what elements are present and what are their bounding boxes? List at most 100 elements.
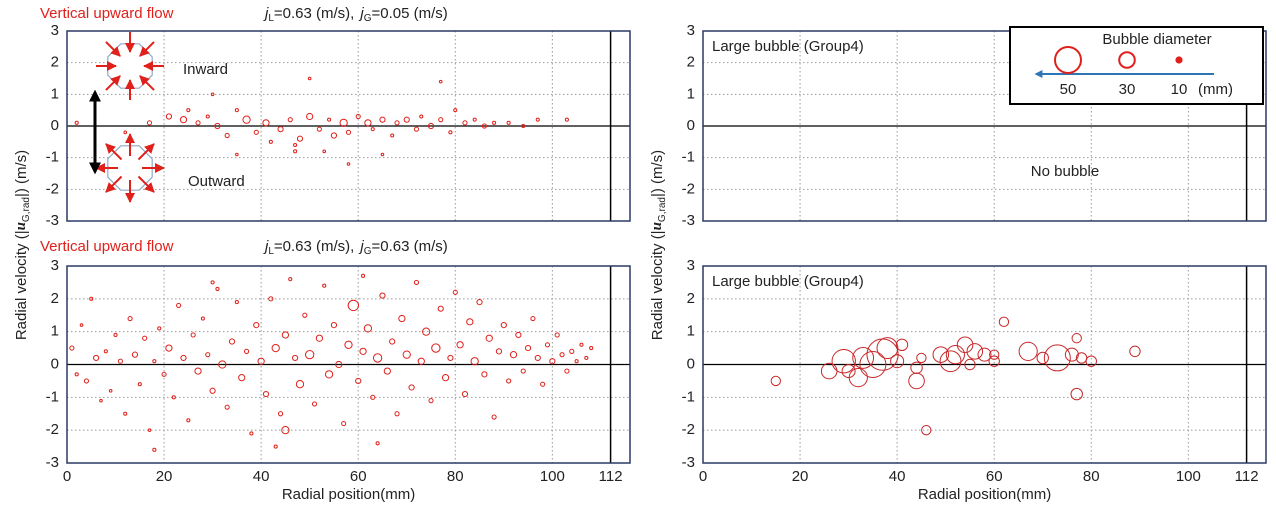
bubble xyxy=(964,358,976,371)
condition-sub: L xyxy=(268,246,274,257)
bubble xyxy=(234,108,239,113)
bubble xyxy=(339,118,348,127)
bubble xyxy=(456,341,464,349)
y-tick-label: -3 xyxy=(682,454,695,471)
bubble xyxy=(559,352,565,358)
y-label-prefix: Radial velocity (| xyxy=(649,230,666,340)
bubble xyxy=(355,113,361,120)
y-label-prefix: Radial velocity (| xyxy=(13,230,30,340)
bubble xyxy=(403,116,410,123)
bubble xyxy=(330,322,338,329)
y-tick-label: -1 xyxy=(682,388,695,405)
y-tick-label: 3 xyxy=(51,22,59,39)
bubble xyxy=(113,332,118,338)
legend-bubble xyxy=(1118,51,1136,69)
legend-unit: (mm) xyxy=(1198,81,1233,98)
y-tick-label: 3 xyxy=(687,257,695,274)
y-tick-label: 0 xyxy=(687,355,695,372)
bubble xyxy=(165,344,173,352)
x-tick-label: 60 xyxy=(986,468,1003,485)
bubble xyxy=(194,367,202,375)
bubble xyxy=(218,360,227,369)
plot-frame xyxy=(66,265,631,464)
bubble xyxy=(848,368,868,388)
bubble xyxy=(564,117,569,122)
bubble xyxy=(394,411,400,417)
bubble xyxy=(224,132,230,139)
bubble xyxy=(346,162,351,166)
y-tick-label: 1 xyxy=(687,323,695,340)
bubble xyxy=(253,322,260,329)
bubble xyxy=(448,130,453,135)
bubble xyxy=(176,302,182,308)
bubble xyxy=(234,300,239,305)
bubble xyxy=(413,279,420,285)
bubble xyxy=(335,360,343,369)
bubble xyxy=(916,352,927,364)
bubble xyxy=(271,343,280,353)
bubble xyxy=(215,286,220,292)
bubble xyxy=(235,152,239,157)
bubble xyxy=(287,117,293,123)
y-label-var: u xyxy=(649,222,665,230)
bubble xyxy=(500,322,507,329)
bubble xyxy=(506,120,511,125)
bubble xyxy=(347,299,360,312)
bubble xyxy=(438,79,443,84)
x-tick-label: 0 xyxy=(63,468,71,485)
bubble xyxy=(408,384,415,391)
bubble xyxy=(549,358,556,365)
flow-arrow xyxy=(105,75,121,91)
bubble xyxy=(79,323,84,327)
bubble xyxy=(69,345,75,351)
bubble xyxy=(481,123,487,129)
bubble xyxy=(171,395,176,400)
bubble xyxy=(322,149,327,154)
bubble xyxy=(147,428,152,432)
bubble xyxy=(427,122,435,130)
condition-sub: G xyxy=(364,246,372,257)
bubble xyxy=(127,315,133,322)
bubble xyxy=(152,447,157,452)
bubble xyxy=(209,387,216,394)
y-tick-label: 1 xyxy=(51,323,59,340)
bubble xyxy=(422,327,431,336)
bubble xyxy=(380,152,385,157)
bubble xyxy=(288,277,293,282)
bubble xyxy=(1018,341,1038,361)
bubble xyxy=(462,120,468,126)
y-tick-label: -1 xyxy=(682,149,695,166)
bubble xyxy=(988,355,1000,367)
bubble xyxy=(852,347,875,369)
bubble xyxy=(257,357,265,365)
bubble xyxy=(99,398,103,403)
bubble xyxy=(1036,351,1049,365)
bubble xyxy=(515,331,522,339)
flow-arrow xyxy=(105,41,121,57)
bubble xyxy=(453,108,458,113)
bubble xyxy=(311,401,318,407)
bubble xyxy=(831,349,856,374)
bubble xyxy=(1064,347,1079,362)
bubble xyxy=(324,370,334,379)
y-tick-label: 0 xyxy=(51,355,59,372)
condition-value: =0.63 (m/s), xyxy=(274,5,354,22)
bubble xyxy=(243,348,250,354)
y-tick-label: -3 xyxy=(46,454,59,471)
bubble xyxy=(293,142,298,148)
plot-frame xyxy=(66,30,631,222)
bubble xyxy=(146,120,153,126)
y-label-suffix: |) (m/s) xyxy=(13,150,30,197)
bubble xyxy=(179,116,188,124)
panel-title: Large bubble (Group4) xyxy=(712,38,864,55)
bubble xyxy=(447,354,454,362)
bubble xyxy=(402,350,411,359)
bubble xyxy=(910,361,923,375)
bubble xyxy=(214,122,221,130)
bubble xyxy=(375,441,380,446)
flow-arrow xyxy=(139,41,155,57)
bubble xyxy=(554,332,560,338)
x-tick-label: 60 xyxy=(350,468,367,485)
